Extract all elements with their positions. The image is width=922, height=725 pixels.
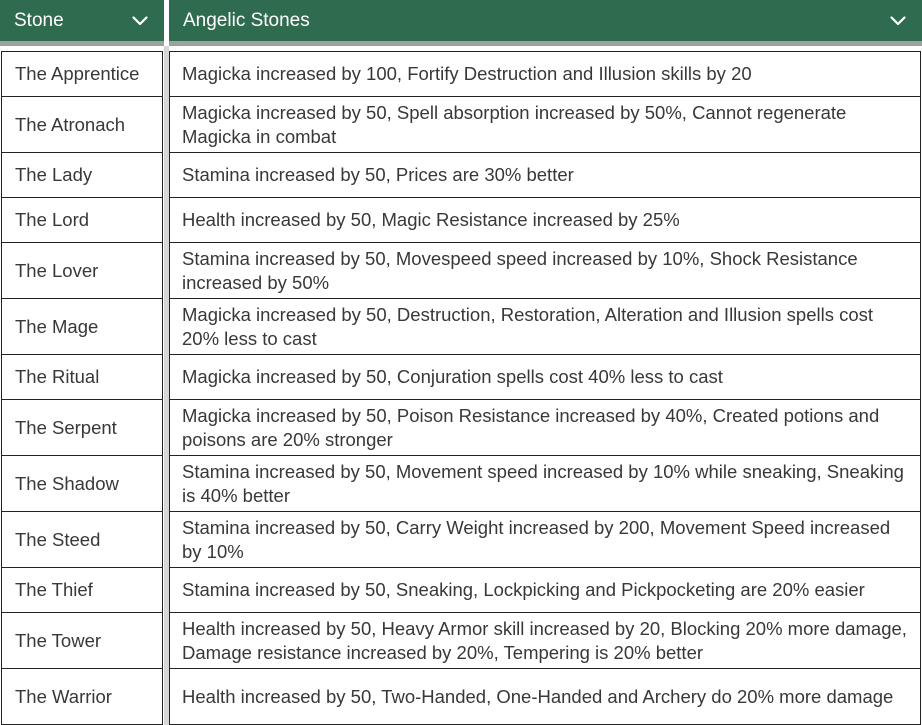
effect-cell: Stamina increased by 50, Carry Weight in… <box>169 511 921 568</box>
table-row: The Tower Health increased by 50, Heavy … <box>0 612 922 669</box>
effect-cell: Stamina increased by 50, Movespeed speed… <box>169 242 921 299</box>
effect-cell: Health increased by 50, Two-Handed, One-… <box>169 668 921 725</box>
table-row: The Ritual Magicka increased by 50, Conj… <box>0 354 922 400</box>
table-row: The Warrior Health increased by 50, Two-… <box>0 668 922 725</box>
column-header-label: Stone <box>14 9 64 31</box>
column-header-label: Angelic Stones <box>183 9 310 31</box>
table-row: The Steed Stamina increased by 50, Carry… <box>0 511 922 568</box>
table-row: The Lord Health increased by 50, Magic R… <box>0 197 922 243</box>
column-divider <box>164 46 169 725</box>
chevron-down-icon[interactable] <box>132 15 148 26</box>
effect-cell: Health increased by 50, Magic Resistance… <box>169 197 921 243</box>
column-header-stone[interactable]: Stone <box>0 0 164 46</box>
table-row: The Lover Stamina increased by 50, Moves… <box>0 242 922 299</box>
table-row: The Atronach Magicka increased by 50, Sp… <box>0 96 922 153</box>
stone-cell: The Lady <box>1 152 163 198</box>
effect-cell: Stamina increased by 50, Prices are 30% … <box>169 152 921 198</box>
stone-cell: The Lord <box>1 197 163 243</box>
effect-cell: Magicka increased by 50, Conjuration spe… <box>169 354 921 400</box>
table-row: The Thief Stamina increased by 50, Sneak… <box>0 567 922 613</box>
stone-cell: The Steed <box>1 511 163 568</box>
table-row: The Mage Magicka increased by 50, Destru… <box>0 298 922 355</box>
effect-cell: Stamina increased by 50, Movement speed … <box>169 455 921 512</box>
effect-cell: Magicka increased by 50, Spell absorptio… <box>169 96 921 153</box>
effect-cell: Health increased by 50, Heavy Armor skil… <box>169 612 921 669</box>
effect-cell: Magicka increased by 100, Fortify Destru… <box>169 51 921 97</box>
chevron-down-icon[interactable] <box>890 15 906 26</box>
stone-cell: The Thief <box>1 567 163 613</box>
stone-cell: The Tower <box>1 612 163 669</box>
table-row: The Lady Stamina increased by 50, Prices… <box>0 152 922 198</box>
table-row: The Shadow Stamina increased by 50, Move… <box>0 455 922 512</box>
stone-cell: The Lover <box>1 242 163 299</box>
table-row: The Apprentice Magicka increased by 100,… <box>0 51 922 97</box>
stone-cell: The Apprentice <box>1 51 163 97</box>
stone-cell: The Serpent <box>1 399 163 456</box>
effect-cell: Magicka increased by 50, Destruction, Re… <box>169 298 921 355</box>
table-header: Stone Angelic Stones <box>0 0 922 52</box>
table-row: The Serpent Magicka increased by 50, Poi… <box>0 399 922 456</box>
effect-cell: Magicka increased by 50, Poison Resistan… <box>169 399 921 456</box>
stone-cell: The Shadow <box>1 455 163 512</box>
stone-cell: The Ritual <box>1 354 163 400</box>
stone-cell: The Mage <box>1 298 163 355</box>
effect-cell: Stamina increased by 50, Sneaking, Lockp… <box>169 567 921 613</box>
stone-cell: The Atronach <box>1 96 163 153</box>
column-header-angelic-stones[interactable]: Angelic Stones <box>169 0 922 46</box>
stone-cell: The Warrior <box>1 668 163 725</box>
